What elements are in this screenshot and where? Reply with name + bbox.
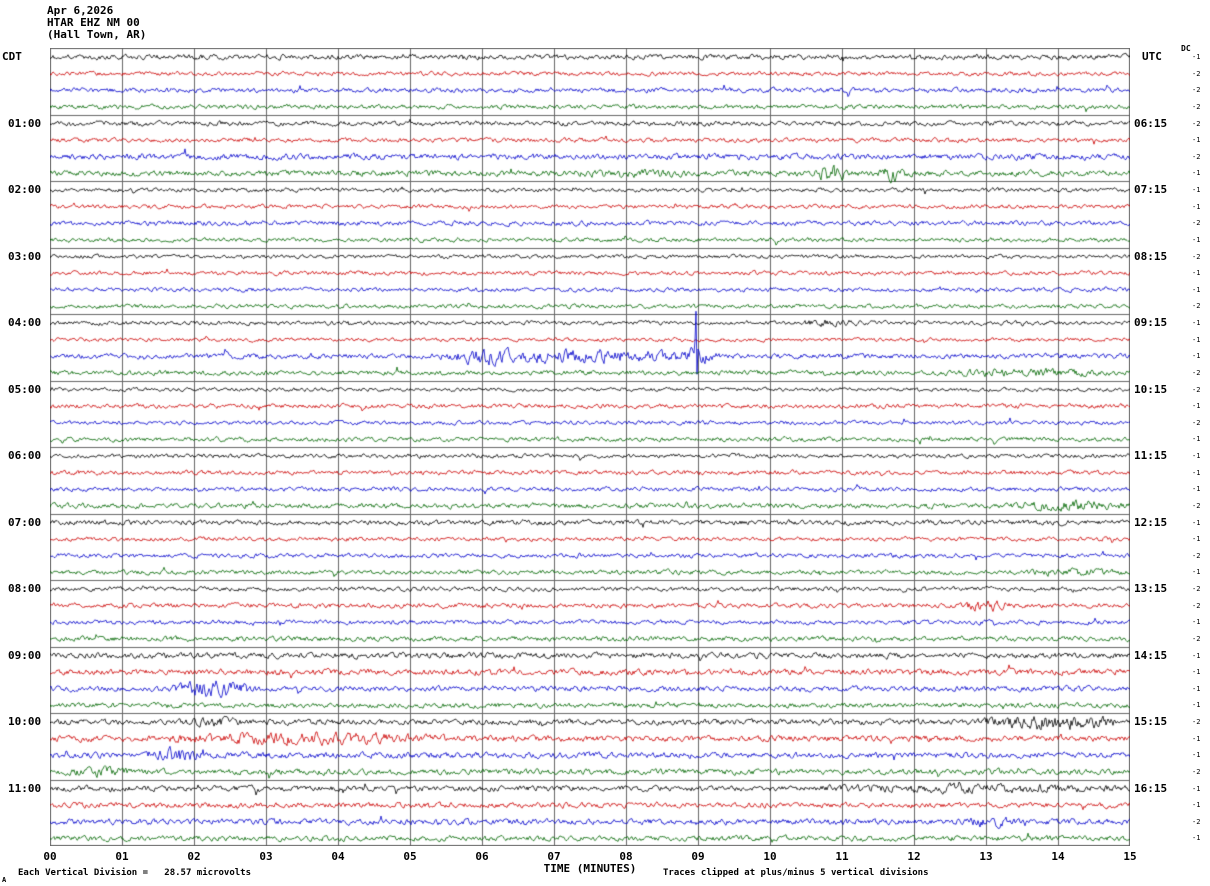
x-tick-label: 11 bbox=[835, 850, 849, 863]
x-tick-label: 10 bbox=[763, 850, 777, 863]
dc-offset-value: -1 bbox=[1192, 235, 1201, 244]
dc-offset-value: -1 bbox=[1192, 53, 1201, 61]
dc-offset-value: -1 bbox=[1192, 485, 1201, 494]
dc-offset-value: -2 bbox=[1192, 385, 1201, 394]
dc-offset-value: -2 bbox=[1192, 152, 1201, 161]
dc-offset-value: -1 bbox=[1192, 169, 1201, 178]
left-time-label: 04:00 bbox=[8, 316, 42, 329]
dc-offset-value: -2 bbox=[1192, 86, 1201, 95]
left-time-label: 09:00 bbox=[8, 648, 42, 662]
clip-note: Traces clipped at plus/minus 5 vertical … bbox=[663, 868, 929, 878]
x-axis-title: TIME (MINUTES) bbox=[543, 862, 637, 875]
dc-offset-value: -1 bbox=[1192, 452, 1201, 460]
dc-offset-value: -1 bbox=[1192, 568, 1201, 577]
dc-offset-value: -2 bbox=[1192, 368, 1201, 377]
dc-offset-value: -1 bbox=[1192, 435, 1201, 444]
dc-offset-value: -1 bbox=[1192, 269, 1201, 278]
dc-offset-value: -1 bbox=[1192, 734, 1201, 743]
dc-offset-value: -1 bbox=[1192, 136, 1201, 145]
right-axis-label: UTC bbox=[1142, 50, 1162, 63]
dc-offset-value: -1 bbox=[1192, 335, 1201, 344]
left-time-label: 02:00 bbox=[8, 183, 42, 196]
corner-mark: A bbox=[2, 876, 7, 884]
dc-offset-value: -1 bbox=[1192, 834, 1201, 843]
x-tick-label: 13 bbox=[979, 850, 993, 863]
dc-offset-value: -2 bbox=[1192, 718, 1201, 726]
dc-label: DC bbox=[1181, 44, 1191, 53]
x-tick-label: 03 bbox=[259, 850, 273, 863]
right-time-label: 10:15 bbox=[1134, 382, 1168, 396]
left-time-label: 03:00 bbox=[8, 249, 42, 263]
dc-offset-value: -2 bbox=[1192, 817, 1201, 826]
x-tick-label: 09 bbox=[691, 850, 705, 863]
dc-offset-value: -1 bbox=[1192, 468, 1201, 477]
left-time-label: 07:00 bbox=[8, 515, 42, 529]
dc-offset-value: -1 bbox=[1192, 285, 1201, 294]
right-time-label: 09:15 bbox=[1134, 316, 1168, 329]
dc-offset-value: -1 bbox=[1192, 684, 1201, 693]
header-date: Apr 6,2026 bbox=[47, 4, 114, 17]
x-tick-label: 04 bbox=[331, 850, 345, 863]
dc-offset-value: -2 bbox=[1192, 219, 1201, 228]
dc-offset-value: -1 bbox=[1192, 202, 1201, 211]
x-tick-label: 00 bbox=[43, 850, 57, 863]
dc-offset-value: -1 bbox=[1192, 651, 1201, 660]
dc-offset-value: -2 bbox=[1192, 601, 1201, 610]
x-tick-label: 01 bbox=[115, 850, 129, 863]
dc-offset-value: -1 bbox=[1192, 668, 1201, 677]
dc-offset-value: -2 bbox=[1192, 69, 1201, 78]
dc-offset-value: -1 bbox=[1192, 402, 1201, 411]
right-time-label: 12:15 bbox=[1134, 515, 1168, 529]
dc-offset-value: -1 bbox=[1192, 319, 1201, 327]
left-time-label: 05:00 bbox=[8, 382, 42, 396]
x-tick-label: 12 bbox=[907, 850, 921, 863]
dc-offset-value: -2 bbox=[1192, 252, 1201, 261]
x-tick-label: 02 bbox=[187, 850, 201, 863]
station-location: (Hall Town, AR) bbox=[47, 28, 147, 41]
dc-offset-value: -2 bbox=[1192, 302, 1201, 311]
dc-offset-value: -1 bbox=[1192, 535, 1201, 544]
dc-offset-value: -2 bbox=[1192, 551, 1201, 560]
dc-offset-value: -2 bbox=[1192, 418, 1201, 427]
dc-offset-value: -1 bbox=[1192, 186, 1201, 194]
dc-offset-value: -1 bbox=[1192, 784, 1201, 793]
right-time-label: 16:15 bbox=[1134, 781, 1168, 795]
right-time-label: 06:15 bbox=[1134, 116, 1168, 130]
x-tick-label: 06 bbox=[475, 850, 489, 863]
x-tick-label: 15 bbox=[1123, 850, 1137, 863]
right-time-label: 15:15 bbox=[1134, 715, 1168, 728]
station-code: HTAR EHZ NM 00 bbox=[47, 16, 140, 29]
dc-offset-value: -1 bbox=[1192, 751, 1201, 760]
dc-offset-value: -2 bbox=[1192, 634, 1201, 643]
dc-offset-value: -2 bbox=[1192, 102, 1201, 111]
dc-offset-value: -2 bbox=[1192, 501, 1201, 510]
left-time-label: 06:00 bbox=[8, 449, 42, 462]
dc-offset-value: -1 bbox=[1192, 518, 1201, 527]
right-time-label: 08:15 bbox=[1134, 249, 1168, 263]
right-time-label: 14:15 bbox=[1134, 648, 1168, 662]
dc-offset-value: -1 bbox=[1192, 618, 1201, 627]
left-time-label: 10:00 bbox=[8, 715, 42, 728]
left-axis-label: CDT bbox=[2, 50, 22, 63]
dc-offset-value: -2 bbox=[1192, 585, 1201, 593]
dc-offset-value: -1 bbox=[1192, 701, 1201, 710]
dc-offset-value: -1 bbox=[1192, 352, 1201, 361]
left-time-label: 11:00 bbox=[8, 781, 42, 795]
x-tick-label: 14 bbox=[1051, 850, 1065, 863]
dc-offset-value: -2 bbox=[1192, 767, 1201, 776]
scale-note: Each Vertical Division = 28.57 microvolt… bbox=[18, 868, 251, 878]
right-time-label: 07:15 bbox=[1134, 183, 1168, 196]
seismogram-canvas bbox=[50, 48, 1130, 846]
dc-offset-value: -1 bbox=[1192, 801, 1201, 810]
x-tick-label: 05 bbox=[403, 850, 417, 863]
right-time-label: 11:15 bbox=[1134, 449, 1168, 462]
x-tick-label: 08 bbox=[619, 850, 633, 863]
left-time-label: 08:00 bbox=[8, 582, 42, 595]
x-tick-label: 07 bbox=[547, 850, 561, 863]
left-time-label: 01:00 bbox=[8, 116, 42, 130]
right-time-label: 13:15 bbox=[1134, 582, 1168, 595]
dc-offset-value: -2 bbox=[1192, 119, 1201, 128]
